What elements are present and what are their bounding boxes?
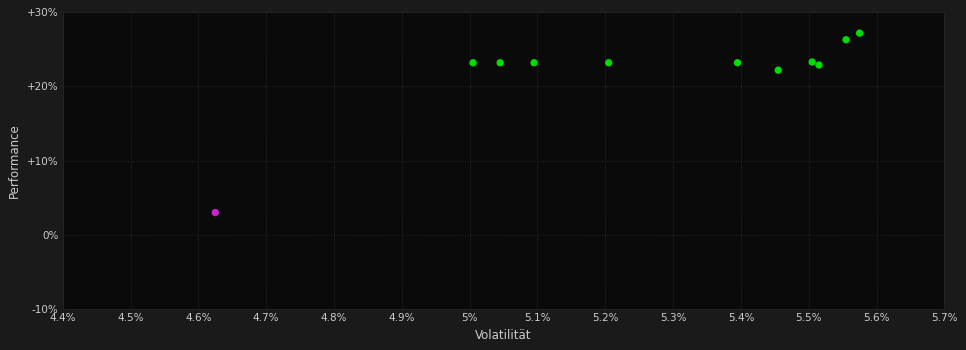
Point	[208, 210, 223, 215]
Point	[805, 59, 820, 65]
Point	[466, 60, 481, 65]
Point	[852, 30, 867, 36]
X-axis label: Volatilität: Volatilität	[475, 329, 532, 342]
Y-axis label: Performance: Performance	[9, 123, 21, 198]
Point	[730, 60, 746, 65]
Point	[838, 37, 854, 43]
Point	[526, 60, 542, 65]
Point	[493, 60, 508, 65]
Point	[811, 62, 827, 68]
Point	[771, 67, 786, 73]
Point	[601, 60, 616, 65]
